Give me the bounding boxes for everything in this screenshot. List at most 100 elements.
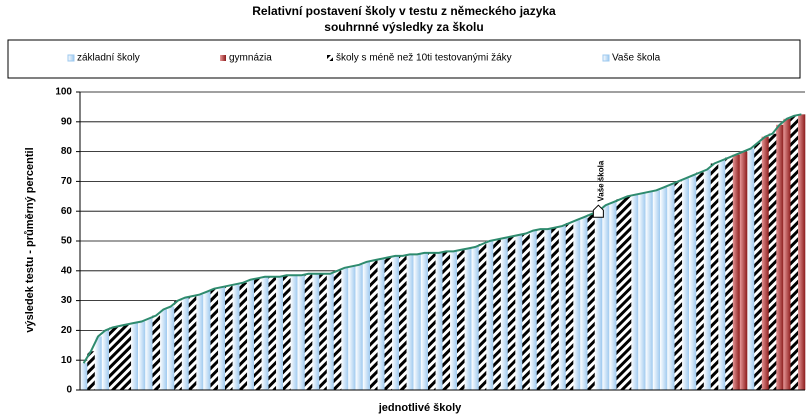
chart-subtitle: souhrnné výsledky za školu [324,20,483,34]
bar [181,297,190,390]
bar [623,196,632,390]
legend-box [7,39,801,79]
bar [239,282,248,390]
bar [696,172,704,390]
bar [261,276,269,390]
legend-swatch [220,55,226,61]
bar [319,273,327,390]
bar [348,266,356,390]
bar [254,278,262,390]
bar [536,229,545,390]
bar [558,226,567,390]
bar [652,190,661,390]
chart-title: Relativní postavení školy v testu z něme… [252,4,556,18]
bar [370,260,378,390]
bar [94,336,103,390]
bar [747,148,755,390]
bar [312,273,320,390]
bar [391,255,400,390]
bar [268,276,277,390]
bar [362,261,371,390]
bar [196,294,204,390]
bar [225,285,233,390]
bar [544,229,552,390]
y-axis-label: výsledek testu - průměrný percentil [24,147,36,332]
y-tick-label: 40 [61,265,73,276]
bar [384,257,393,390]
bar [507,236,516,390]
bar [645,191,654,390]
bar [631,194,639,390]
bar [217,287,226,390]
bar [138,321,146,390]
plot-area [80,91,806,391]
bar [341,267,349,390]
bar [500,238,509,390]
bar [413,254,422,390]
bar [667,184,675,390]
legend-swatch [327,55,333,61]
y-tick-label: 20 [61,325,73,336]
bar [116,325,124,390]
bar [768,133,777,390]
bar [420,252,429,390]
bar [790,115,799,390]
bar [681,178,690,390]
legend-label: gymnázia [229,53,272,64]
bar [522,233,530,390]
bar [529,230,538,390]
bar [304,273,313,390]
y-tick-label: 90 [61,116,73,127]
bar [616,199,625,390]
bar [109,327,117,390]
bar [449,251,458,390]
bar [210,288,219,390]
y-tick-label: 50 [61,236,73,247]
bar [123,324,132,390]
bar [464,248,472,390]
bar [188,296,197,390]
bar [232,284,240,390]
annotation: Vaše škola [596,160,605,201]
bar [587,214,596,390]
bar [152,315,161,390]
bar [776,124,784,390]
bar [355,264,364,390]
bar [580,217,588,390]
bar [290,275,298,390]
legend-label: základní školy [77,53,140,64]
bar [638,193,646,390]
bar [739,151,748,390]
bar [732,154,741,390]
bar [159,309,168,390]
bar [754,142,762,390]
bar [326,273,335,390]
legend-swatch [602,54,610,62]
bar [283,275,291,390]
bar [399,255,407,390]
bar [565,223,574,390]
y-tick-label: 80 [61,146,73,157]
bar [718,160,726,390]
bar [246,279,255,390]
bar [551,227,559,390]
legend-label: školy s méně než 10ti testovanými žáky [336,53,512,64]
bar [710,163,719,390]
legend-label: Vaše škola [612,53,661,64]
bar [493,239,501,390]
y-tick-label: 100 [55,87,72,98]
bar [297,275,306,390]
bar [406,254,414,390]
bar [80,363,88,390]
bar [174,300,182,390]
bar [435,252,443,390]
bar [377,258,385,390]
bar [674,181,683,390]
bar [130,322,139,390]
bar [478,243,487,390]
bar [573,220,581,390]
bar [761,136,770,390]
y-tick-label: 30 [61,295,73,306]
bar [703,169,712,390]
